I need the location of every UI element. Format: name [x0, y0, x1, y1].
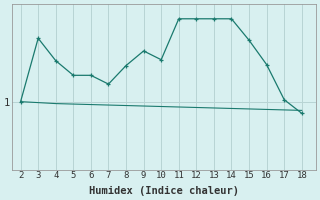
X-axis label: Humidex (Indice chaleur): Humidex (Indice chaleur) [89, 186, 239, 196]
